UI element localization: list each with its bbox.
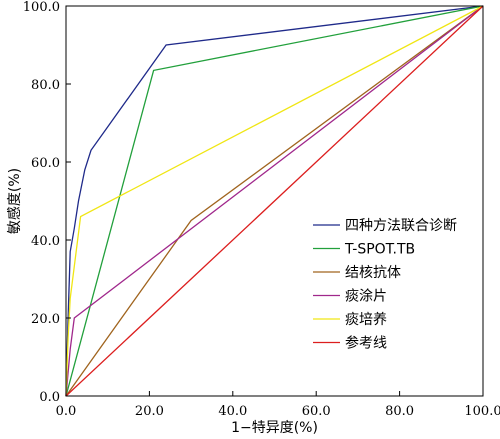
x-tick-label: 20.0 — [135, 404, 164, 419]
legend-label: 痰涂片 — [345, 289, 387, 305]
y-tick-label: 80.0 — [31, 78, 60, 93]
y-tick-label: 20.0 — [31, 312, 60, 327]
legend-label: 痰培养 — [345, 312, 387, 328]
series-line-3 — [65, 5, 484, 397]
series-line-6 — [65, 5, 484, 397]
plot-lines — [65, 5, 484, 397]
y-axis-ticks: 0.0 20.0 40.0 60.0 80.0 100.0 — [23, 0, 71, 405]
y-tick-label: 40.0 — [31, 234, 60, 249]
y-tick-label: 0.0 — [39, 390, 60, 405]
y-axis-title: 敏感度(%) — [6, 168, 23, 234]
y-tick-label: 60.0 — [31, 156, 60, 171]
x-tick-label: 40.0 — [218, 404, 247, 419]
series-line-5 — [65, 5, 484, 397]
series-line-1 — [65, 5, 484, 397]
plot-frame — [65, 5, 484, 397]
x-tick-label: 80.0 — [385, 404, 414, 419]
legend-label: 四种方法联合诊断 — [345, 218, 457, 234]
x-axis-title: 1−特异度(%) — [231, 420, 318, 436]
series-line-4 — [65, 5, 484, 397]
legend-label: 结核抗体 — [345, 265, 401, 281]
series-line-2 — [65, 5, 484, 397]
x-axis-ticks: 0.0 20.0 40.0 60.0 80.0 100.0 — [56, 391, 500, 419]
legend-label: T-SPOT.TB — [344, 242, 415, 258]
legend-label: 参考线 — [345, 335, 387, 352]
x-tick-label: 60.0 — [302, 404, 331, 419]
x-tick-label: 0.0 — [56, 404, 77, 419]
y-tick-label: 100.0 — [23, 0, 60, 15]
x-tick-label: 100.0 — [464, 404, 500, 419]
